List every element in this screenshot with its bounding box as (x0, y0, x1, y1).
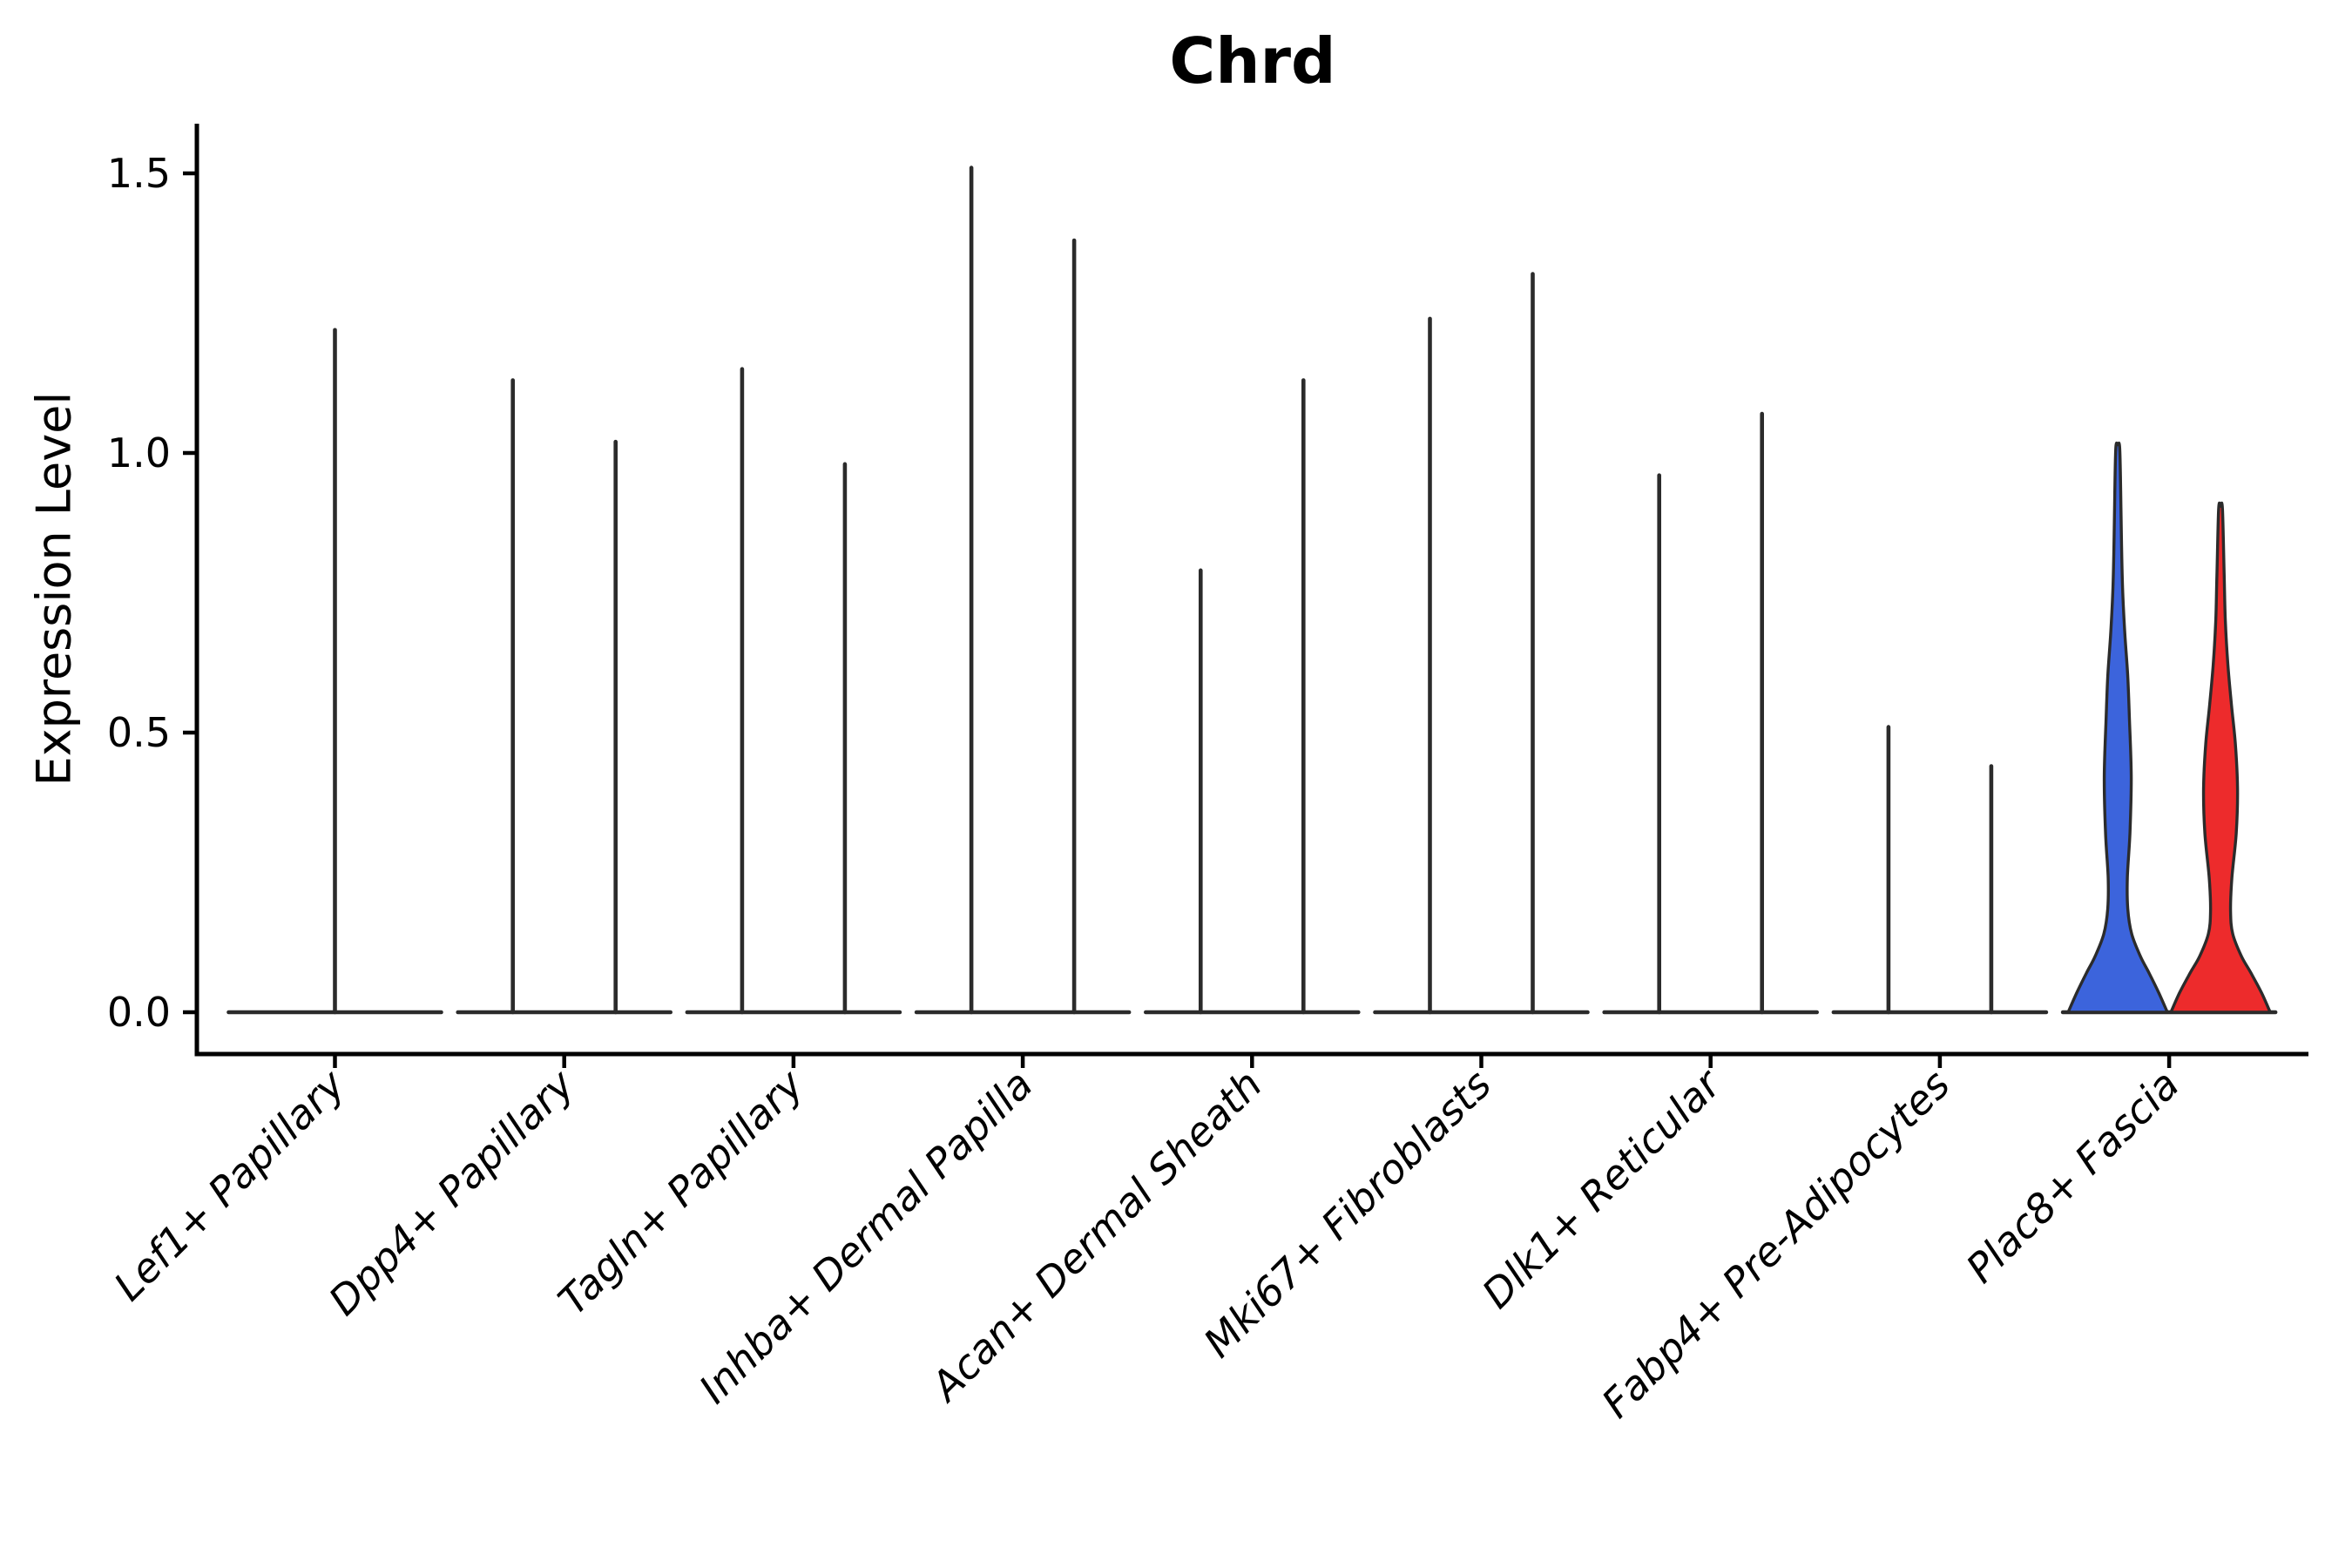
x-tick-label: Dpp4+ Papillary (320, 1060, 584, 1324)
x-tick-label: Dlk1+ Reticular (1473, 1058, 1732, 1317)
y-tick-label: 1.5 (107, 150, 171, 197)
x-tick-label: Tagln+ Papillary (549, 1060, 813, 1324)
y-tick-label: 1.0 (107, 429, 171, 476)
chart-title: Chrd (1169, 24, 1336, 98)
y-tick-label: 0.0 (107, 989, 171, 1036)
x-tick-label: Plac8+ Fascia (1957, 1061, 2187, 1292)
x-tick-label: Lef1+ Papillary (105, 1060, 354, 1309)
violin-plac8-fascia-left (2066, 441, 2169, 1014)
y-tick-label: 0.5 (107, 709, 171, 756)
violin-plac8-fascia-right (2169, 501, 2272, 1014)
